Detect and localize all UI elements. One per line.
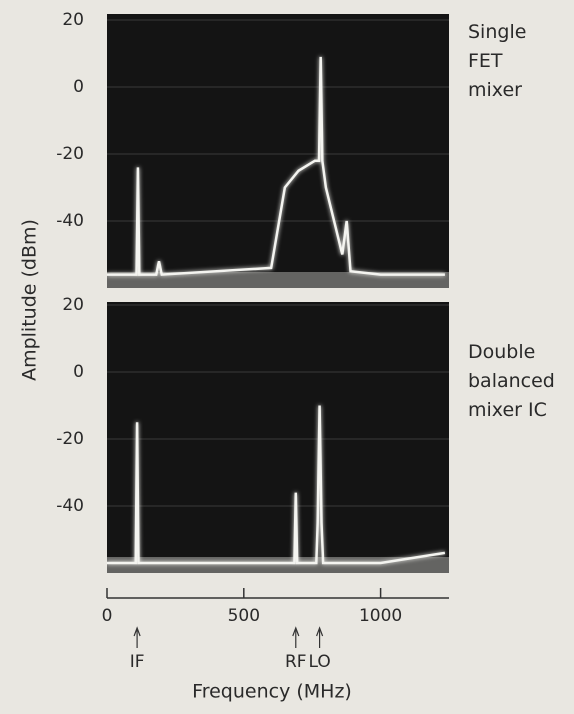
- x-axis-label: Frequency (MHz): [192, 681, 352, 703]
- noise-floor: [107, 272, 449, 288]
- y-tick-label: 0: [73, 362, 84, 382]
- spectrum-trace: [107, 405, 446, 565]
- y-tick-label: 20: [62, 295, 84, 315]
- x-tick-label: 0: [102, 606, 113, 626]
- annotation-label: LO: [308, 652, 330, 672]
- annotation-label: RF: [285, 652, 307, 672]
- y-tick-label: -20: [56, 429, 84, 449]
- y-tick-label: 20: [62, 10, 84, 30]
- panel-title: Double balanced mixer IC: [468, 341, 555, 421]
- arrow-head: [133, 626, 141, 637]
- arrow-head: [292, 626, 300, 637]
- y-axis-label: Amplitude (dBm): [19, 219, 41, 381]
- x-tick-label: 1000: [359, 606, 402, 626]
- panel-screen: [107, 302, 449, 573]
- arrow-head: [316, 626, 324, 637]
- y-tick-label: 0: [73, 77, 84, 97]
- y-tick-label: -40: [56, 211, 84, 231]
- panel-title: Single FET mixer: [468, 21, 527, 101]
- x-tick-label: 500: [228, 606, 260, 626]
- y-tick-label: -40: [56, 496, 84, 516]
- annotation-label: IF: [130, 652, 145, 672]
- panel-screen: [107, 14, 449, 288]
- y-tick-label: -20: [56, 144, 84, 164]
- spectrum-trace: [107, 56, 445, 276]
- noise-floor: [107, 557, 449, 573]
